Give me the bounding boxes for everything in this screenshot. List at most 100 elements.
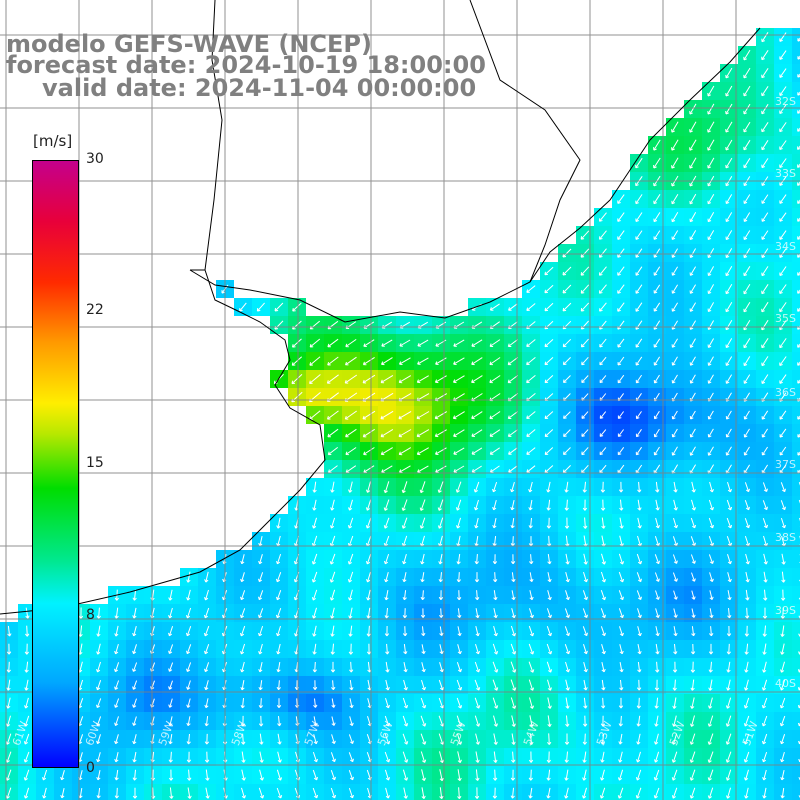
wind-arrow — [380, 410, 394, 420]
wind-arrow — [599, 375, 607, 383]
wind-arrow — [690, 338, 696, 348]
wind-arrow — [312, 787, 318, 799]
wind-arrow-head — [276, 596, 281, 601]
wind-arrow — [637, 644, 641, 654]
wind-arrow-head — [457, 614, 462, 619]
wind-arrow — [385, 679, 389, 691]
wind-arrow — [526, 411, 536, 419]
wind-arrow-head — [673, 542, 678, 547]
wind-arrow — [673, 517, 677, 529]
wind-arrow-head — [761, 451, 766, 456]
wind-arrow-head — [240, 578, 245, 583]
wind-arrow-head — [725, 759, 730, 763]
wind-arrow — [132, 662, 138, 672]
wind-arrow — [617, 411, 625, 419]
wind-arrow-head — [475, 777, 480, 781]
wind-arrow — [97, 643, 101, 655]
wind-arrow — [653, 248, 661, 258]
wind-arrow-head — [707, 741, 712, 745]
wind-arrow — [745, 679, 749, 691]
wind-arrow-head — [779, 56, 783, 60]
wind-arrow-head — [599, 308, 603, 312]
wind-arrow-head — [204, 741, 210, 745]
wind-arrow — [313, 716, 317, 726]
wind-arrow — [617, 266, 625, 276]
wind-arrow — [345, 356, 357, 366]
wind-arrow-head — [528, 525, 533, 529]
wind-arrow — [417, 447, 429, 455]
wind-arrow-head — [780, 633, 785, 637]
wind-arrow — [690, 769, 696, 781]
wind-arrow-head — [564, 525, 570, 529]
wind-arrow-head — [691, 614, 696, 618]
wind-arrow-head — [707, 795, 712, 799]
wind-arrow-head — [709, 632, 714, 637]
wind-arrow — [618, 590, 624, 600]
wind-arrow-head — [761, 128, 765, 133]
wind-arrow-head — [582, 759, 587, 763]
wind-arrow-head — [779, 146, 783, 150]
wind-arrow — [761, 356, 769, 366]
wind-arrow — [744, 751, 750, 763]
wind-arrow — [492, 679, 498, 691]
wind-arrow — [367, 607, 371, 619]
wind-arrow — [780, 517, 786, 529]
wind-arrow — [563, 357, 571, 365]
wind-arrow-head — [345, 469, 350, 473]
wind-arrow-head — [583, 687, 588, 691]
wind-arrow-head — [311, 561, 316, 565]
wind-cell — [792, 442, 800, 460]
wind-arrow — [526, 465, 536, 473]
wind-arrow-head — [384, 615, 389, 619]
wind-arrow-head — [132, 650, 137, 655]
wind-arrow-head — [547, 596, 552, 601]
wind-arrow — [618, 608, 624, 618]
wind-arrow-head — [709, 614, 714, 619]
wind-arrow-head — [380, 415, 384, 420]
wind-arrow-head — [494, 651, 499, 655]
lat-label: 34S — [775, 240, 796, 253]
wind-arrow — [708, 499, 714, 511]
wind-arrow-head — [761, 416, 766, 420]
wind-arrow-head — [673, 596, 678, 600]
wind-arrow — [526, 339, 536, 347]
wind-arrow-head — [581, 451, 585, 456]
wind-arrow-head — [761, 92, 765, 97]
wind-arrow-head — [528, 759, 534, 763]
wind-arrow-head — [349, 794, 354, 799]
wind-arrow-head — [240, 614, 245, 619]
wind-arrow — [398, 447, 412, 455]
wind-arrow-head — [6, 723, 11, 727]
wind-arrow — [327, 374, 339, 384]
wind-arrow-head — [471, 415, 475, 420]
wind-arrow-head — [292, 344, 296, 348]
wind-arrow — [563, 447, 571, 455]
wind-arrow-head — [489, 307, 494, 311]
wind-arrow — [435, 447, 447, 455]
wind-arrow — [781, 535, 785, 547]
wind-arrow — [654, 554, 660, 564]
border-line — [204, 0, 223, 271]
wind-arrow-head — [493, 759, 498, 763]
wind-arrow — [421, 553, 425, 565]
wind-arrow-head — [725, 452, 730, 456]
wind-arrow-head — [511, 614, 516, 619]
wind-arrow — [781, 553, 785, 565]
wind-cell — [792, 496, 800, 514]
wind-arrow — [744, 518, 750, 528]
wind-arrow-head — [599, 379, 604, 384]
wind-arrow — [25, 607, 29, 619]
wind-arrow-head — [475, 741, 480, 745]
wind-arrow — [599, 356, 607, 366]
wind-arrow — [761, 50, 769, 60]
wind-arrow — [635, 464, 643, 474]
wind-arrow-head — [583, 578, 588, 583]
wind-arrow — [779, 428, 787, 438]
wind-arrow — [797, 307, 800, 312]
wind-arrow-head — [779, 110, 783, 114]
wind-arrow — [583, 787, 587, 799]
wind-arrow — [492, 697, 498, 709]
wind-arrow-head — [671, 272, 676, 276]
wind-arrow — [582, 608, 588, 618]
wind-arrow — [366, 734, 372, 744]
